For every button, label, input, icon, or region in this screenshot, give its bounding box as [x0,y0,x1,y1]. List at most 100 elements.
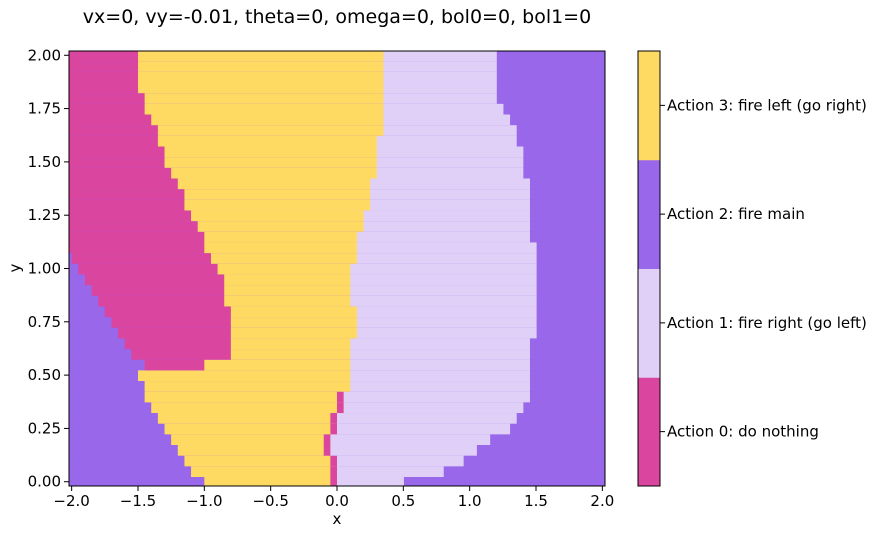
colorbar-segment-1 [638,268,660,378]
region-cell-27-1 [69,188,186,200]
region-cell-14-2 [230,327,358,339]
y-tick-label: 0.00 [28,473,61,491]
region-cell-2-2 [337,455,464,467]
region-cell-23-1 [69,231,205,243]
region-cell-27-3 [370,188,530,200]
boundary-sliver-6 [330,412,337,424]
region-cell-9-1 [144,380,351,392]
x-tick-label: −1.0 [186,492,222,510]
region-cell-15-3 [356,316,537,328]
region-cell-1-2 [337,465,444,478]
region-cell-21-1 [71,252,212,264]
region-cell-33-1 [69,124,159,136]
x-tick-label: −2.0 [53,492,89,510]
region-cell-26-2 [184,199,371,211]
region-cell-39-3 [383,60,497,72]
region-cell-18-1 [91,284,225,296]
region-cell-11-2 [204,359,351,371]
region-cell-20-2 [217,263,351,275]
region-cell-29-1 [69,167,172,179]
region-cell-38-3 [383,71,497,83]
region-cell-28-1 [69,177,179,190]
colorbar-frame [637,50,661,487]
region-cell-26-3 [370,199,530,211]
region-cell-31-1 [69,145,166,158]
region-cell-24-2 [197,220,365,232]
boundary-sliver-5 [330,423,337,435]
region-cell-38-1 [69,71,139,83]
region-cell-23-2 [204,231,358,243]
region-cell-7-1 [151,401,345,414]
region-cell-25-2 [191,209,365,222]
region-cell-36-3 [383,92,497,104]
region-cell-39-1 [69,60,139,72]
region-cell-16-3 [356,305,537,318]
boundary-sliver-4 [323,433,331,446]
region-cell-28-3 [370,177,530,190]
region-cell-16-2 [230,305,358,318]
region-cell-33-2 [157,124,385,136]
region-cell-1-1 [191,465,338,478]
region-cell-27-2 [184,188,371,200]
region-cell-9-2 [350,380,530,392]
region-cell-0-1 [204,476,338,486]
region-cell-7-2 [343,401,524,414]
region-cell-30-2 [164,156,378,168]
region-cell-13-1 [124,337,232,350]
y-tick-label: 0.50 [28,366,61,384]
region-cell-10-2 [350,369,530,382]
y-tick-label: 0.25 [28,419,61,437]
x-axis-label: x [333,510,342,528]
colorbar-label-0: Action 0: do nothing [667,423,819,441]
region-cell-35-1 [69,103,146,115]
boundary-sliver-3 [323,444,331,456]
boundary-sliver-2 [330,455,337,467]
region-cell-17-2 [224,295,351,307]
region-cell-40-2 [137,51,385,62]
region-cell-12-1 [131,348,232,360]
region-cell-19-3 [350,273,537,286]
region-cell-18-3 [350,284,537,296]
colorbar-segment-2 [638,159,660,269]
region-cell-2-1 [184,455,338,467]
region-cell-29-2 [171,167,378,179]
region-cell-40-1 [69,51,139,62]
y-tick-label: 1.00 [28,260,61,278]
region-cell-4-1 [171,433,331,446]
region-cell-21-3 [356,252,537,264]
region-cell-34-2 [151,113,385,126]
region-cell-10-1 [137,369,351,382]
region-cell-3-1 [177,444,331,456]
region-cell-14-3 [356,327,537,339]
region-cell-40-3 [383,51,497,62]
region-cell-28-2 [177,177,371,190]
colorbar-segment-0 [638,377,660,487]
region-cell-37-2 [137,81,385,94]
region-cell-15-1 [111,316,232,328]
region-cell-13-2 [230,337,351,350]
region-cell-22-1 [69,241,205,254]
region-cell-37-1 [69,81,139,94]
region-cell-15-2 [230,316,358,328]
region-cell-29-3 [376,167,524,179]
boundary-sliver-1 [330,465,337,478]
region-cell-14-1 [118,327,232,339]
region-cell-32-1 [69,135,159,147]
x-tick-label: 1.5 [524,492,548,510]
region-cell-11-1 [144,359,205,371]
region-cell-23-3 [356,231,530,243]
region-cell-5-1 [164,423,338,435]
colorbar-label-1: Action 1: fire right (go left) [667,314,867,332]
region-cell-3-2 [330,444,477,456]
y-tick-label: 1.75 [28,100,61,118]
region-cell-4-2 [330,433,491,446]
region-cell-17-1 [98,295,225,307]
y-tick-label: 1.25 [28,206,61,224]
region-cell-22-3 [356,241,537,254]
heatmap-regions [69,51,605,486]
region-cell-6-1 [157,412,338,424]
region-cell-34-3 [383,113,511,126]
colorbar-label-2: Action 2: fire main [667,205,805,223]
region-cell-24-3 [363,220,530,232]
region-cell-13-3 [350,337,530,350]
